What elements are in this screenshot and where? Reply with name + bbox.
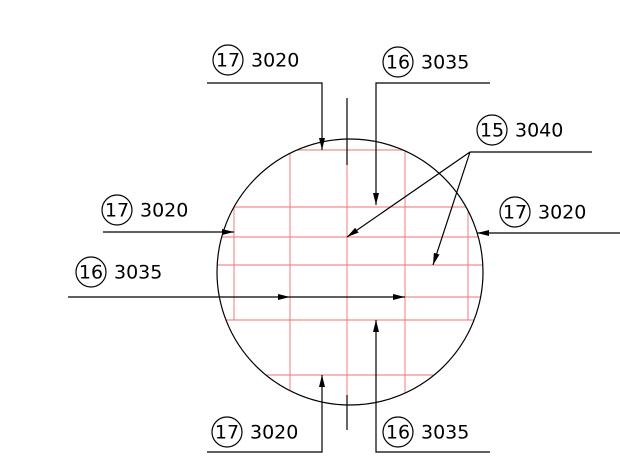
mark-circle — [476, 114, 508, 146]
bar-mark: 16 — [386, 52, 410, 74]
mark-circle — [382, 416, 414, 448]
bar-code: 3040 — [515, 120, 563, 142]
bar-code: 3020 — [250, 422, 298, 444]
callout-labels: 17 3020 16 3035 15 3040 17 3020 17 3020 16 3035 17 30… — [75, 44, 586, 448]
bar-mark: 16 — [386, 422, 410, 444]
mark-circle — [75, 256, 107, 288]
bar-mark: 17 — [105, 200, 129, 222]
bar-code: 3035 — [421, 52, 469, 74]
pile-outline — [216, 138, 484, 406]
mark-circle — [101, 194, 133, 226]
bar-code: 3020 — [251, 50, 299, 72]
bar-mark: 15 — [480, 120, 504, 142]
bar-mark: 17 — [215, 422, 239, 444]
bar-mark: 17 — [216, 50, 240, 72]
bar-code: 3035 — [114, 262, 162, 284]
leaders — [68, 82, 620, 453]
bar-mark: 16 — [79, 262, 103, 284]
bar-code: 3035 — [421, 422, 469, 444]
mark-circle — [211, 416, 243, 448]
mark-circle — [382, 46, 414, 78]
mark-circle — [499, 196, 531, 228]
rebar-grid — [217, 139, 483, 405]
bar-mark: 17 — [503, 202, 527, 224]
mark-circle — [212, 44, 244, 76]
bar-code: 3020 — [538, 202, 586, 224]
bar-code: 3020 — [140, 200, 188, 222]
